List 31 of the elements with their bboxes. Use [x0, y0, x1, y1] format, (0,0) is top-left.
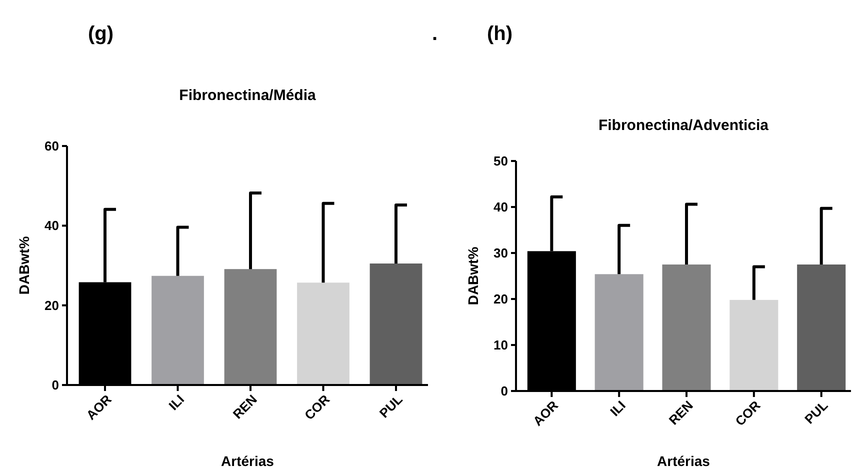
bar	[662, 264, 711, 391]
chart-title: Fibronectina/Adventicia	[598, 117, 770, 134]
bar	[224, 269, 277, 385]
y-tick-label: 20	[494, 292, 508, 307]
y-axis-title: DABwt%	[465, 246, 481, 306]
bar	[797, 264, 846, 391]
y-tick-label: 20	[44, 298, 59, 313]
bar	[297, 282, 350, 385]
y-tick-label: 60	[44, 138, 59, 154]
x-tick-label: ILI	[607, 398, 628, 420]
text: .	[432, 23, 438, 45]
y-tick-label: 0	[500, 384, 508, 399]
y-tick-label: 40	[494, 200, 508, 215]
x-tick-label: ILI	[166, 392, 188, 414]
y-tick-label: 30	[494, 246, 508, 261]
text: (h)	[487, 23, 513, 45]
y-axis-title: DABwt%	[16, 236, 32, 295]
bar	[594, 274, 644, 391]
bar	[730, 300, 778, 391]
x-tick-label: PUL	[802, 398, 831, 427]
y-tick-label: 0	[52, 378, 59, 393]
x-axis-title: Artérias	[657, 453, 710, 469]
y-tick-label: 50	[494, 154, 508, 169]
x-axis-title: Artérias	[221, 453, 274, 469]
bar	[370, 264, 422, 385]
text: (g)	[88, 23, 114, 45]
x-tick-label: PUL	[376, 392, 406, 421]
y-tick-label: 40	[44, 218, 59, 234]
bar	[152, 276, 204, 385]
chart-title: Fibronectina/Média	[179, 87, 316, 104]
y-tick-label: 10	[494, 338, 508, 353]
